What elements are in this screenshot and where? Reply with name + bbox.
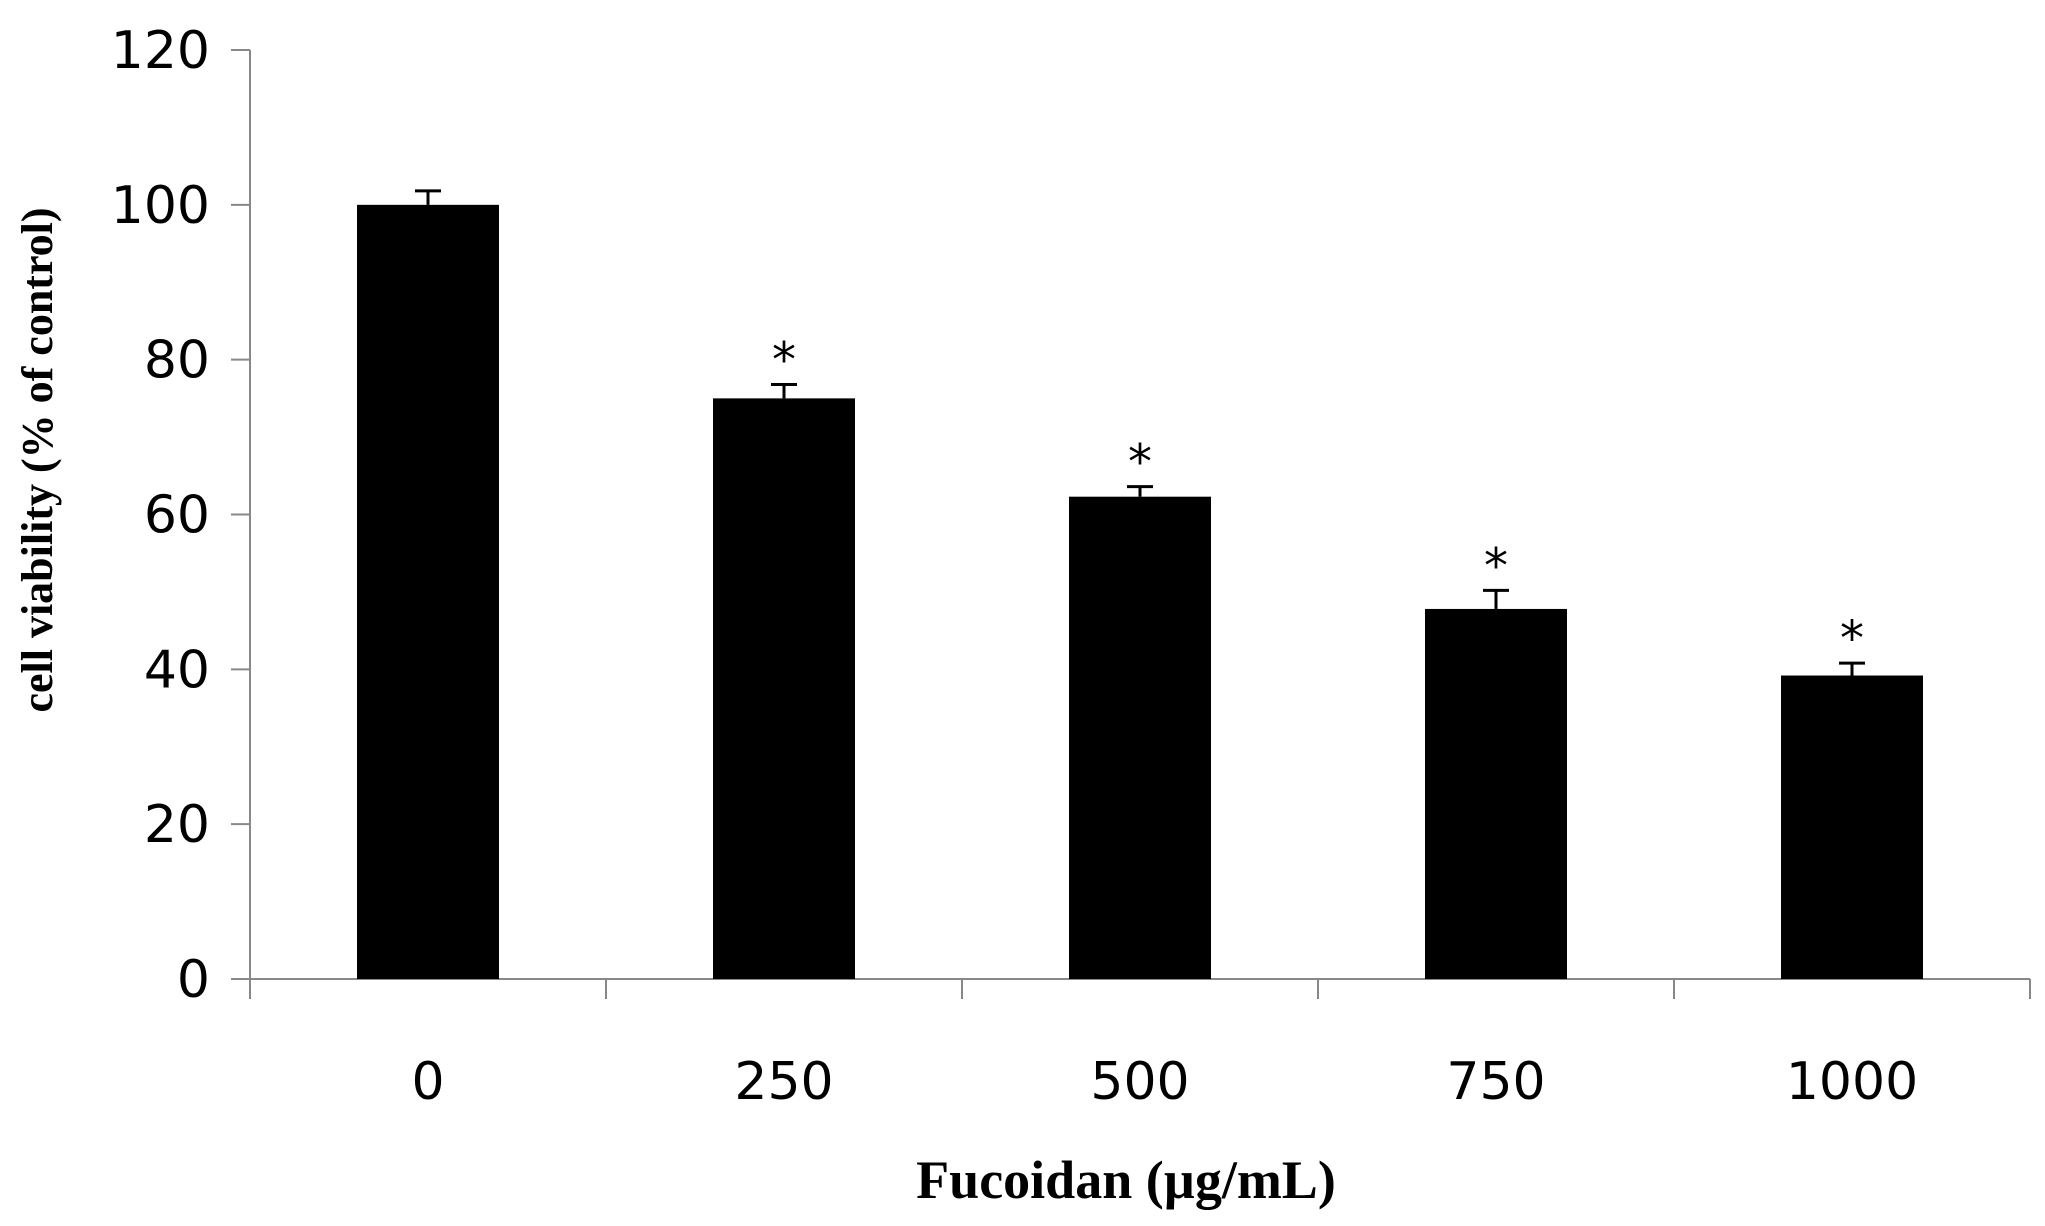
x-axis: 0 250 500 750 1000 <box>249 978 2031 1112</box>
x-axis-title: Fucoidan (µg/mL) <box>916 1150 1336 1210</box>
bar <box>357 204 499 980</box>
bar <box>1425 608 1567 979</box>
significance-markers: * * * * <box>772 332 1864 667</box>
y-tick-label: 100 <box>111 176 210 236</box>
significance-star: * <box>1128 435 1152 491</box>
y-tick-label: 20 <box>144 795 210 855</box>
y-tick-label: 120 <box>111 21 210 81</box>
y-tick-label: 40 <box>144 640 210 700</box>
y-tick-label: 80 <box>144 331 210 391</box>
x-tick-label: 0 <box>411 1052 444 1112</box>
y-tick-label: 60 <box>144 486 210 546</box>
bars-group <box>357 204 1923 980</box>
x-tick-label: 750 <box>1446 1052 1545 1112</box>
bar <box>1781 675 1923 979</box>
error-bars-group <box>415 189 1865 676</box>
bar <box>1069 496 1211 979</box>
y-axis: 0 20 40 60 80 100 120 <box>111 21 251 1010</box>
bar <box>713 398 855 979</box>
significance-star: * <box>1484 538 1508 594</box>
y-axis-title: cell viability (% of control) <box>13 207 62 712</box>
significance-star: * <box>772 332 796 388</box>
x-tick-label: 500 <box>1090 1052 1189 1112</box>
x-tick-label: 250 <box>734 1052 833 1112</box>
y-tick-label: 0 <box>177 950 210 1010</box>
significance-star: * <box>1840 611 1864 667</box>
x-tick-label: 1000 <box>1786 1052 1918 1112</box>
